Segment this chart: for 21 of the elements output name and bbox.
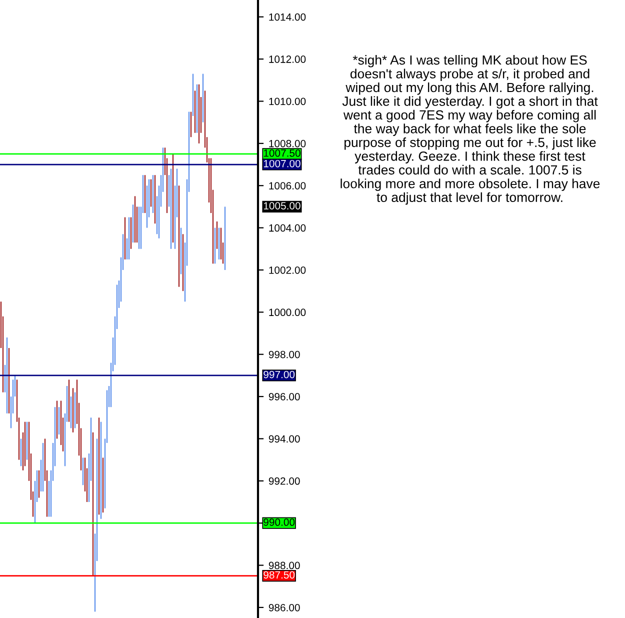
y-tick-label: 998.00 <box>268 350 300 358</box>
y-tick-label: 994.00 <box>268 435 300 443</box>
y-tick-label: 1004.00 <box>269 224 306 232</box>
text: 1005.00 <box>264 202 300 210</box>
y-tick-label: 996.00 <box>268 393 300 400</box>
y-tick-label: 1002.00 <box>269 266 306 274</box>
y-tick-label: 1006.00 <box>269 182 306 190</box>
ref-line-label: 1007.00 <box>264 160 300 168</box>
y-tick-label: 992.00 <box>268 477 300 485</box>
y-tick-label: 1010.00 <box>269 98 306 106</box>
ref-line-label: 990.00 <box>264 518 295 526</box>
text: *sigh* As I was telling MK about how ES doesn't always probe at s/r, it probed and wiped out my long this AM. Before rallying. Just like it did yesterday. I got a short in that went a good 7ES my way before coming all the way back for what feels like the sole purpose of stopping me out for +.5, just like yesterday. Geeze. I think these first test trades could do with a scale. 1007.5 is looking more and more obsolete. I may have to adjust that level for tomorrow. <box>340 55 600 205</box>
y-tick-label: 1012.00 <box>269 56 306 63</box>
y-tick-label: 1014.00 <box>269 13 306 21</box>
ref-line-label: 987.50 <box>264 571 295 579</box>
ref-line-label: 1007.50 <box>264 149 300 157</box>
y-tick-label: 986.00 <box>268 604 300 612</box>
ref-line-label: 997.00 <box>264 370 295 378</box>
y-tick-label: 988.00 <box>268 562 300 570</box>
y-tick-label: 1000.00 <box>269 308 306 316</box>
y-tick-label: 1008.00 <box>269 140 306 148</box>
